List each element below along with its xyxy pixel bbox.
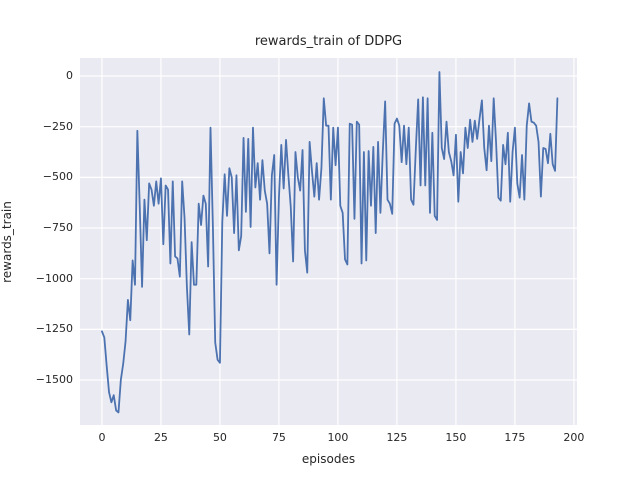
- y-tick-label: −500: [42, 170, 73, 184]
- x-tick-label: 75: [271, 431, 286, 444]
- gridlines: [80, 58, 577, 425]
- x-tick-label: 100: [327, 431, 349, 444]
- x-tick-label: 200: [563, 431, 585, 444]
- chart-title: rewards_train of DDPG: [254, 34, 403, 49]
- x-tick-label: 50: [212, 431, 227, 444]
- y-tick-label: 0: [66, 69, 73, 83]
- y-tick-label: −1250: [35, 322, 73, 336]
- x-axis-label: episodes: [301, 452, 356, 466]
- y-tick-label: −250: [42, 119, 73, 133]
- y-tick-label: −1000: [35, 271, 73, 285]
- x-tick-label: 150: [445, 431, 467, 444]
- x-tick-label: 125: [386, 431, 408, 444]
- x-tick-label: 175: [504, 431, 526, 444]
- y-tick-label: −1500: [35, 373, 73, 386]
- x-tick-label: 0: [98, 431, 106, 444]
- data-line: [101, 71, 559, 414]
- y-tick-label: −750: [42, 221, 73, 235]
- x-tick-label: 25: [153, 431, 168, 444]
